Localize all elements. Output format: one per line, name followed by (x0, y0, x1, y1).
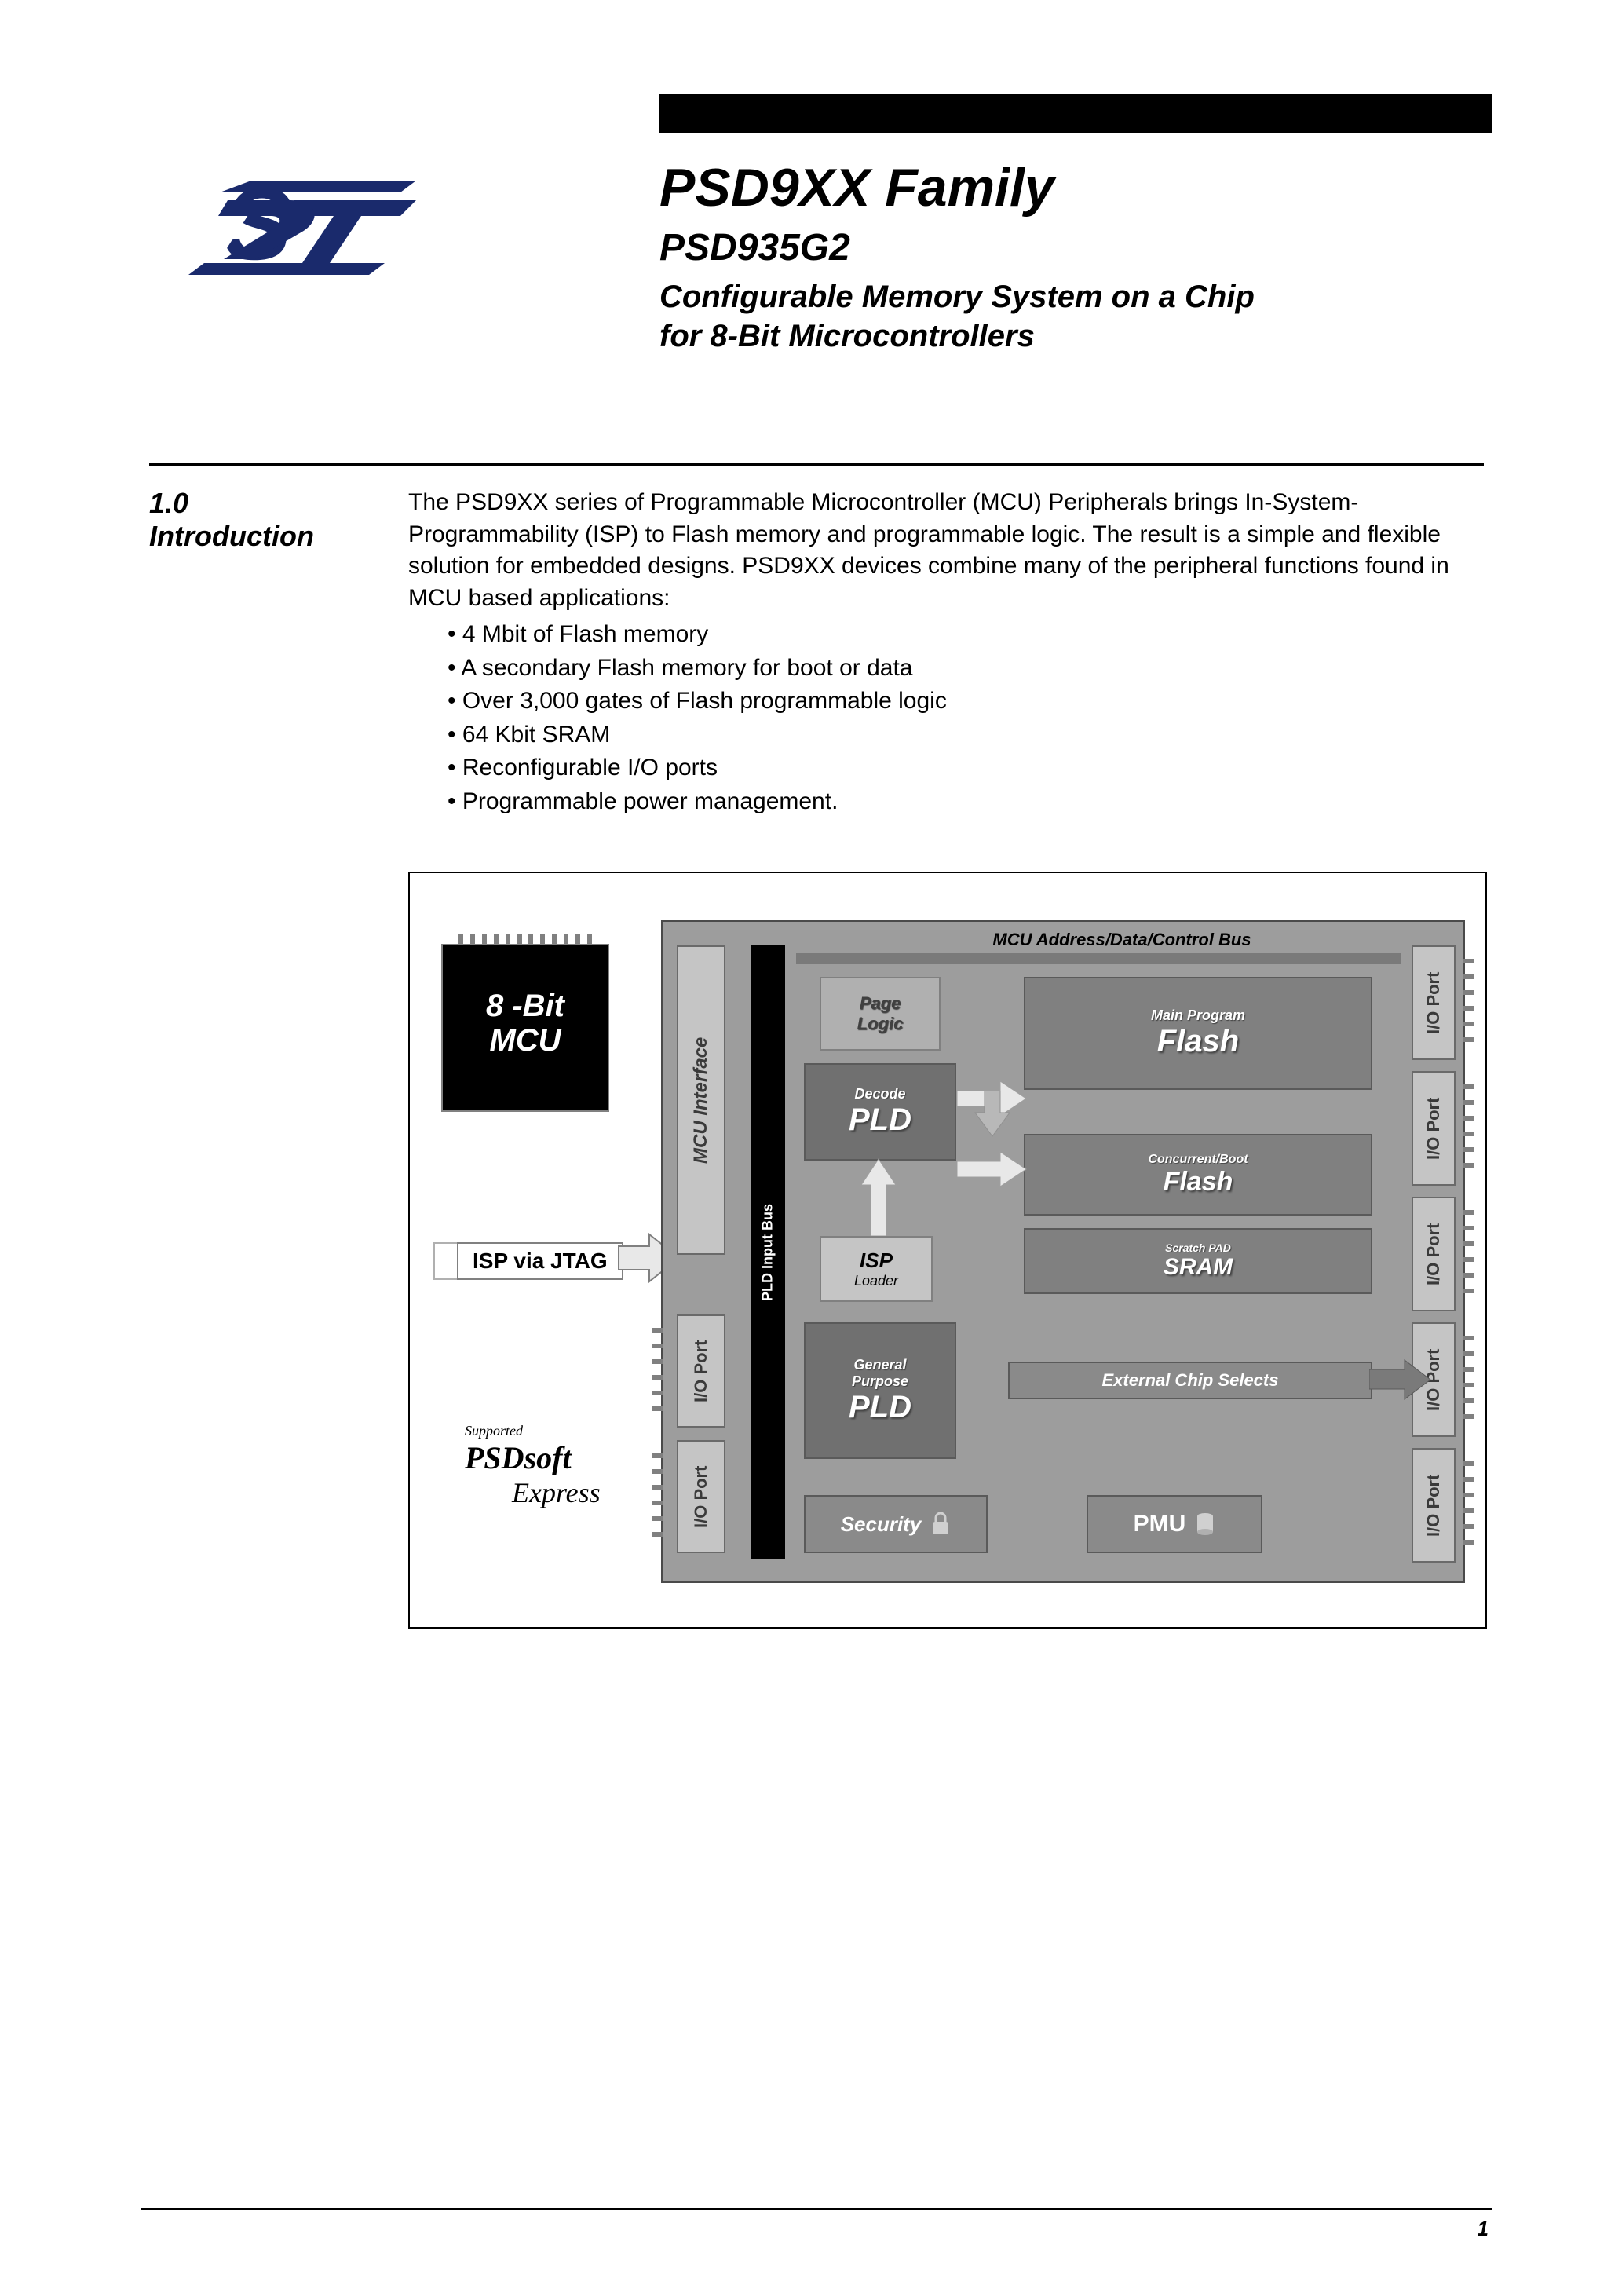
pmu-block: PMU (1087, 1495, 1262, 1553)
io-port-block: I/O Port (1412, 1071, 1456, 1186)
bullet-item: • 4 Mbit of Flash memory (448, 619, 1492, 651)
body-text: The PSD9XX series of Programmable Microc… (408, 487, 1492, 819)
st-logo: S (181, 173, 432, 287)
isp-jtag-label: ISP via JTAG (457, 1242, 623, 1280)
header-black-bar (659, 94, 1492, 133)
section-number: 1.0 (149, 487, 385, 520)
arrow-right-icon (1369, 1358, 1432, 1405)
io-pins-icon (652, 1448, 663, 1542)
boot-flash-block: Concurrent/Boot Flash (1024, 1134, 1372, 1216)
io-port-block: I/O Port (1412, 1448, 1456, 1563)
io-port-block: I/O Port (677, 1314, 725, 1428)
io-pins-icon (652, 1322, 663, 1417)
bus-bar (796, 953, 1401, 964)
io-pins-icon (1463, 1330, 1474, 1424)
section-heading: 1.0 Introduction (149, 487, 385, 553)
mcu-label-1: 8 -Bit (486, 989, 564, 1023)
mcu-chip: 8 -Bit MCU (441, 944, 609, 1112)
psd-chip-outline: MCU Address/Data/Control Bus MCU Interfa… (661, 920, 1465, 1583)
main-flash-block: Main Program Flash (1024, 977, 1372, 1090)
decode-pld-block: Decode PLD (804, 1063, 956, 1161)
io-pins-icon (1463, 1079, 1474, 1173)
bullet-item: • 64 Kbit SRAM (448, 719, 1492, 751)
lock-icon (930, 1512, 951, 1536)
battery-icon (1195, 1512, 1215, 1537)
io-pins-icon (1463, 1456, 1474, 1550)
section-rule (149, 463, 1484, 466)
bullet-item: • Programmable power management. (448, 786, 1492, 818)
io-pins-icon (1463, 1205, 1474, 1299)
title-block: PSD9XX Family PSD935G2 Configurable Memo… (659, 157, 1255, 356)
isp-loader-block: ISP Loader (820, 1236, 933, 1302)
intro-paragraph: The PSD9XX series of Programmable Microc… (408, 487, 1492, 614)
bullet-list: • 4 Mbit of Flash memory • A secondary F… (448, 619, 1492, 817)
ext-chip-selects-block: External Chip Selects (1008, 1362, 1372, 1399)
bullet-item: • A secondary Flash memory for boot or d… (448, 653, 1492, 685)
arrow-up-icon (859, 1157, 898, 1236)
io-pins-icon (1463, 953, 1474, 1047)
page-number: 1 (1478, 2217, 1489, 2241)
gp-pld-block: General Purpose PLD (804, 1322, 956, 1459)
bullet-item: • Over 3,000 gates of Flash programmable… (448, 686, 1492, 718)
sram-block: Scratch PAD SRAM (1024, 1228, 1372, 1294)
mcu-label-2: MCU (489, 1023, 561, 1058)
io-port-block: I/O Port (1412, 945, 1456, 1060)
subtitle-1: Configurable Memory System on a Chip (659, 277, 1255, 316)
subtitle-2: for 8-Bit Microcontrollers (659, 316, 1255, 356)
psdsoft-logo: Supported PSDsoft Express (465, 1423, 601, 1509)
mcu-interface-block: MCU Interface (677, 945, 725, 1255)
part-number: PSD935G2 (659, 226, 1255, 269)
section-name: Introduction (149, 520, 385, 553)
block-diagram: 8 -Bit MCU ISP via JTAG Supported PSDsof… (408, 872, 1487, 1629)
page-logic-block: Page Logic (820, 977, 941, 1051)
io-port-block: I/O Port (1412, 1197, 1456, 1311)
family-title: PSD9XX Family (659, 157, 1255, 218)
pld-input-bus-block: PLD Input Bus (751, 945, 785, 1559)
arrow-down-icon (973, 1091, 1012, 1138)
bus-label: MCU Address/Data/Control Bus (851, 930, 1393, 950)
security-block: Security (804, 1495, 988, 1553)
arrow-icon (957, 1150, 1028, 1197)
footer-rule (141, 2208, 1492, 2210)
bullet-item: • Reconfigurable I/O ports (448, 752, 1492, 784)
jtag-connector-icon (433, 1242, 460, 1280)
io-port-block: I/O Port (677, 1440, 725, 1553)
